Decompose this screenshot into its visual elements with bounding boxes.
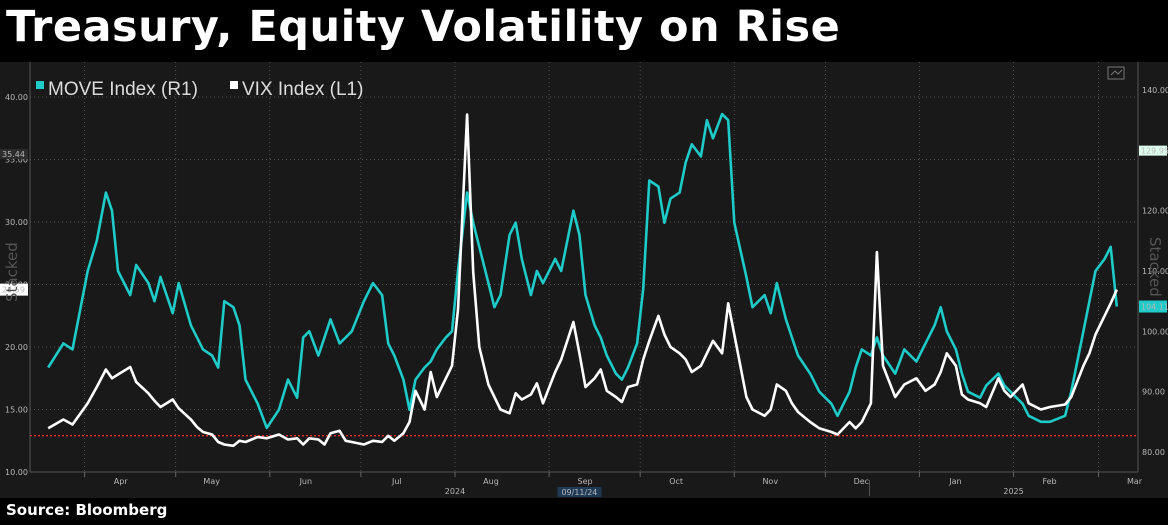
x-month-label: Oct bbox=[669, 477, 683, 486]
source-note: Source: Bloomberg bbox=[6, 501, 168, 519]
right-crosshair-badge bbox=[1139, 145, 1167, 156]
x-month-label: May bbox=[203, 477, 220, 486]
right-tick-label: 110.00 bbox=[1142, 267, 1168, 276]
left-tick-label: 15.00 bbox=[5, 406, 28, 415]
crosshair-date-label: 09/11/24 bbox=[561, 488, 597, 497]
right-tick-label: 100.00 bbox=[1142, 327, 1168, 336]
move-index-line bbox=[47, 112, 1119, 430]
x-year-label: 2024 bbox=[445, 487, 465, 496]
x-month-label: Apr bbox=[114, 477, 129, 486]
legend-swatch bbox=[230, 81, 238, 89]
chart-options-icon[interactable] bbox=[1107, 66, 1125, 80]
left-tick-label: 20.00 bbox=[5, 343, 28, 352]
right-tick-label: 90.00 bbox=[1142, 388, 1165, 397]
right-tick-label: 80.00 bbox=[1142, 448, 1165, 457]
x-month-label: Jul bbox=[391, 477, 402, 486]
right-tick-label: 120.00 bbox=[1142, 207, 1168, 216]
legend-vix: VIX Index (L1) bbox=[242, 79, 363, 100]
chart-title: Treasury, Equity Volatility on Rise bbox=[6, 2, 841, 52]
legend-swatch bbox=[36, 81, 44, 89]
x-month-label: Aug bbox=[483, 477, 499, 486]
x-month-label: Jan bbox=[948, 477, 961, 486]
left-tick-label: 40.00 bbox=[5, 93, 28, 102]
left-tick-label: 30.00 bbox=[5, 218, 28, 227]
stacked-label-left: Stacked bbox=[3, 242, 21, 302]
vix-last-value-badge bbox=[0, 283, 28, 296]
x-month-label: Nov bbox=[762, 477, 778, 486]
legend: MOVE Index (R1) VIX Index (L1) bbox=[36, 79, 363, 100]
line-chart: 10.0015.0020.0025.0030.0035.0040.0080.00… bbox=[0, 62, 1168, 498]
axes: 10.0015.0020.0025.0030.0035.0040.0080.00… bbox=[0, 62, 1168, 497]
x-month-label: Sep bbox=[578, 477, 593, 486]
right-tick-label: 140.00 bbox=[1142, 86, 1168, 95]
x-month-label: Jun bbox=[299, 477, 313, 486]
move-last-value-badge bbox=[1139, 300, 1167, 313]
x-year-label: 2025 bbox=[1003, 487, 1023, 496]
crosshair-date-badge bbox=[557, 487, 602, 497]
x-month-label: Mar bbox=[1127, 477, 1143, 486]
left-crosshair-label: 35.44 bbox=[2, 150, 25, 159]
x-month-label: Feb bbox=[1042, 477, 1056, 486]
stacked-label-right: Stacked bbox=[1146, 237, 1164, 297]
left-tick-label: 10.00 bbox=[5, 468, 28, 477]
left-tick-label: 35.00 bbox=[5, 156, 28, 165]
legend-move: MOVE Index (R1) bbox=[48, 79, 198, 100]
series-lines bbox=[30, 112, 1138, 448]
vix-index-line bbox=[47, 113, 1118, 448]
left-crosshair-badge bbox=[0, 149, 28, 159]
move-last-value-label: 104.11 bbox=[1141, 303, 1168, 312]
right-crosshair-label: 129.95 bbox=[1141, 147, 1168, 156]
x-month-label: Dec bbox=[854, 477, 869, 486]
vix-last-value-label: 24.59 bbox=[2, 286, 25, 295]
